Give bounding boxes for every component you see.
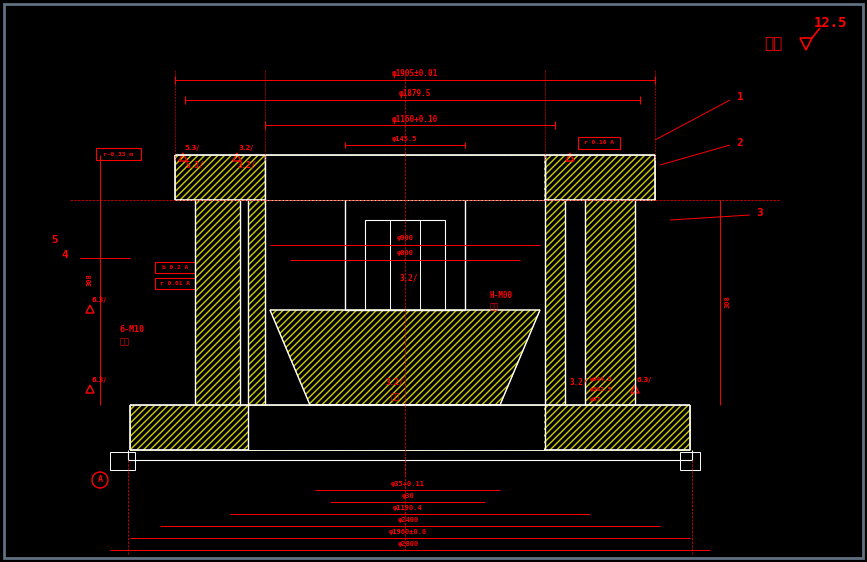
Text: 3.2/: 3.2/ (239, 145, 254, 151)
Text: 3.2/: 3.2/ (386, 378, 404, 387)
Text: 5: 5 (52, 235, 58, 245)
Text: 均布: 均布 (390, 392, 400, 401)
Bar (96, 148, 141, 160)
Text: 5.3/: 5.3/ (185, 145, 200, 151)
Text: 2: 2 (737, 138, 743, 148)
Text: φ30: φ30 (401, 493, 414, 499)
Text: 308: 308 (725, 296, 731, 309)
Text: φ2800: φ2800 (397, 541, 419, 547)
Text: 12.5: 12.5 (814, 16, 848, 30)
Text: φ35+0.11: φ35+0.11 (391, 481, 425, 487)
Text: φ145.5: φ145.5 (392, 136, 418, 142)
Text: φ1879.5: φ1879.5 (399, 89, 431, 98)
Bar (265, 156, 544, 200)
Text: 3.2/: 3.2/ (238, 161, 257, 170)
Text: φ1190.4: φ1190.4 (393, 505, 423, 511)
Text: r-0.33 m: r-0.33 m (103, 152, 134, 156)
Bar (155, 262, 195, 273)
Bar (578, 137, 620, 149)
Bar (585, 200, 635, 405)
Bar (248, 200, 265, 405)
Bar (249, 406, 544, 450)
Bar (365, 220, 445, 310)
Text: φ1960±0.0: φ1960±0.0 (389, 529, 427, 535)
Text: φ900: φ900 (396, 235, 414, 241)
Bar (680, 452, 700, 470)
Bar (110, 452, 135, 470)
Bar (130, 405, 690, 450)
Text: 其余: 其余 (764, 37, 782, 52)
Text: φ362.5: φ362.5 (590, 388, 612, 392)
Bar (175, 155, 655, 200)
Text: 4: 4 (62, 250, 68, 260)
Text: φ944.5: φ944.5 (590, 378, 612, 383)
Text: 6-M10: 6-M10 (120, 325, 145, 334)
Text: φ1905±0.01: φ1905±0.01 (392, 70, 438, 79)
Text: 6.3/: 6.3/ (637, 377, 652, 383)
Text: 308: 308 (87, 274, 93, 287)
Text: 均布: 均布 (490, 302, 499, 311)
Text: 6.3/: 6.3/ (92, 297, 107, 303)
Text: φ800: φ800 (396, 250, 414, 256)
Text: r 0.01 A: r 0.01 A (160, 281, 190, 286)
Bar (155, 278, 195, 289)
Text: φ1160+0.10: φ1160+0.10 (392, 115, 438, 124)
Text: 3: 3 (757, 208, 763, 218)
Text: 3.2/: 3.2/ (570, 378, 589, 387)
Text: H-M00: H-M00 (490, 291, 513, 300)
Text: 3.2/: 3.2/ (400, 274, 419, 283)
Bar (195, 200, 240, 405)
Text: 1: 1 (737, 92, 743, 102)
Bar (545, 200, 565, 405)
Text: b 0.2 A: b 0.2 A (162, 265, 188, 270)
Text: 均布: 均布 (120, 338, 130, 347)
Text: A: A (97, 475, 102, 484)
Text: φ2400: φ2400 (397, 517, 419, 523)
Text: φ97: φ97 (590, 397, 601, 402)
Text: r 0.16 A: r 0.16 A (584, 140, 614, 146)
Text: 5.3/: 5.3/ (185, 161, 204, 170)
Text: 6.3/: 6.3/ (92, 377, 107, 383)
